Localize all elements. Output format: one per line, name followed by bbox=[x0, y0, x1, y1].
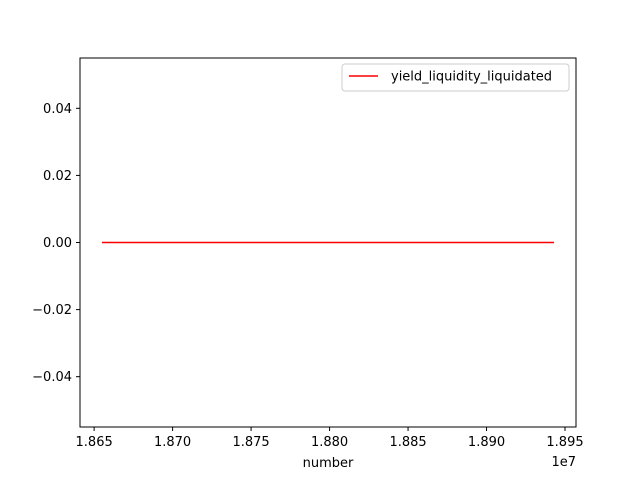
y-tick-label: −0.04 bbox=[32, 370, 72, 385]
x-tick-label: 1.895 bbox=[546, 435, 583, 450]
x-axis-offset-label: 1e7 bbox=[551, 455, 576, 470]
x-tick-label: 1.865 bbox=[76, 435, 113, 450]
x-axis-ticks: 1.865 1.870 1.875 1.880 1.885 1.890 1.895 bbox=[76, 427, 584, 450]
y-tick-label: 0.04 bbox=[43, 102, 72, 117]
x-tick-label: 1.875 bbox=[232, 435, 269, 450]
y-tick-label: −0.02 bbox=[32, 303, 72, 318]
legend: yield_liquidity_liquidated bbox=[341, 63, 570, 92]
x-tick-label: 1.885 bbox=[389, 435, 426, 450]
legend-box bbox=[341, 63, 570, 92]
legend-label: yield_liquidity_liquidated bbox=[391, 70, 552, 85]
y-axis-ticks: −0.04 −0.02 0.00 0.02 0.04 bbox=[32, 102, 80, 385]
y-tick-label: 0.02 bbox=[43, 169, 72, 184]
y-tick-label: 0.00 bbox=[43, 236, 72, 251]
x-tick-label: 1.890 bbox=[468, 435, 505, 450]
x-axis-label: number bbox=[303, 456, 354, 471]
x-tick-label: 1.870 bbox=[154, 435, 191, 450]
x-tick-label: 1.880 bbox=[311, 435, 348, 450]
